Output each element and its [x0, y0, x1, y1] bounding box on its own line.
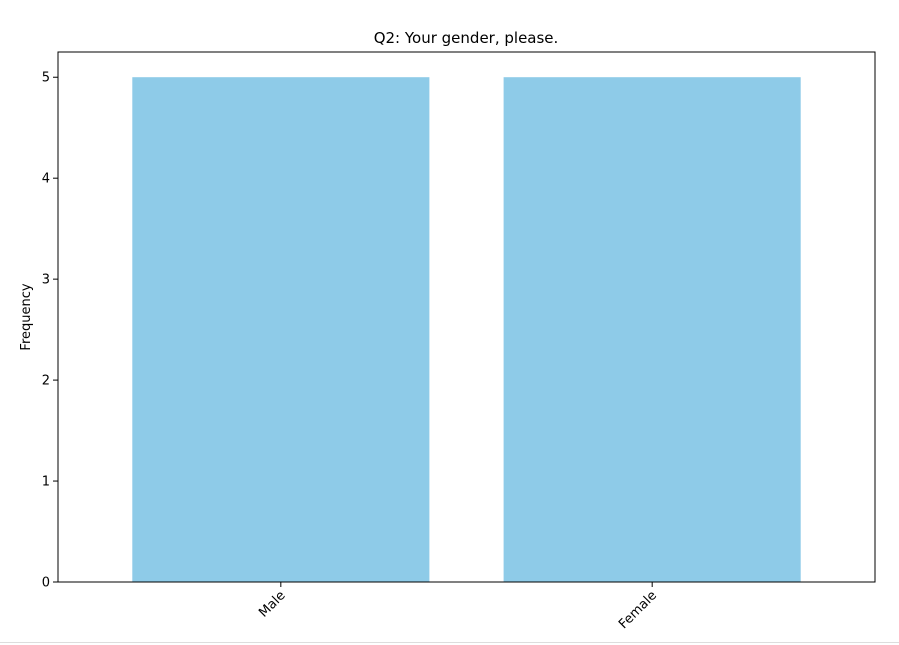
- bar-male: [132, 77, 430, 582]
- y-tick-label-1: 1: [42, 475, 50, 490]
- y-axis-label: Frequency: [19, 283, 34, 350]
- y-tick-label-5: 5: [42, 71, 50, 86]
- y-tick-label-2: 2: [42, 374, 50, 389]
- bar-female: [503, 77, 801, 582]
- bottom-divider: [0, 642, 899, 643]
- plot-area-frame: [57, 51, 876, 583]
- y-tick-label-3: 3: [42, 273, 50, 288]
- y-tick-label-4: 4: [42, 172, 50, 187]
- bars-layer: [132, 77, 801, 582]
- y-axis: 0 1 2 3 4 5: [42, 71, 58, 591]
- chart-title: Q2: Your gender, please.: [374, 29, 559, 47]
- y-tick-label-0: 0: [42, 576, 50, 591]
